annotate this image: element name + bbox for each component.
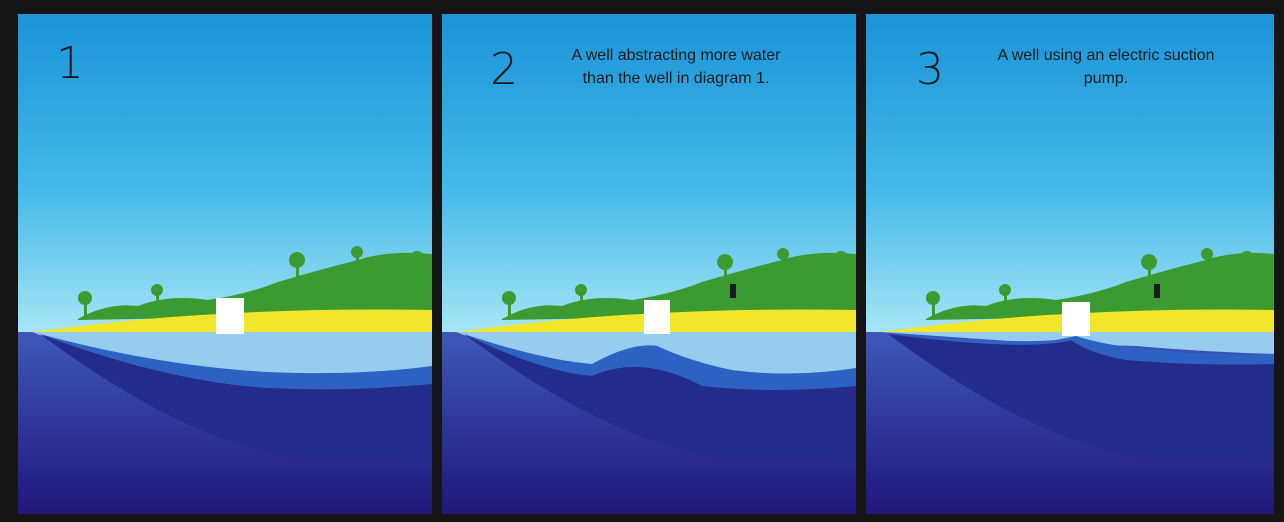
palm-trees	[926, 248, 1254, 320]
caption-line-2: than the well in diagram 1.	[582, 70, 770, 87]
island-vegetation	[926, 252, 1274, 320]
island-vegetation	[502, 252, 856, 320]
water-table	[888, 334, 1274, 366]
fresh-water-lens	[888, 334, 1274, 462]
fresh-water-lens	[464, 334, 856, 462]
well	[644, 300, 670, 334]
caption-line-1: A well using an electric suction	[997, 47, 1215, 64]
palm-trees	[78, 246, 424, 320]
well	[216, 298, 244, 334]
pump-post	[730, 284, 736, 298]
panel-2: 2 A well abstracting more water than the…	[442, 14, 856, 514]
fresh-water-lens	[40, 334, 432, 462]
panel-3: 3 A well using an electric suction pump.	[866, 14, 1274, 514]
palm-trees	[502, 248, 848, 320]
well	[1062, 302, 1090, 336]
panel-caption: A well abstracting more water than the w…	[526, 44, 826, 90]
caption-line-1: A well abstracting more water	[571, 47, 781, 64]
panel-caption: A well using an electric suction pump.	[946, 44, 1266, 90]
panel-number: 2	[490, 44, 518, 95]
pump-post	[1154, 284, 1160, 298]
panel-3-scene	[866, 14, 1274, 514]
island-vegetation	[78, 252, 432, 320]
panel-number: 3	[916, 44, 944, 95]
water-table	[40, 334, 432, 391]
water-table	[464, 334, 856, 393]
panel-2-scene	[442, 14, 856, 514]
panel-1-scene	[18, 14, 432, 514]
panel-number: 1	[56, 38, 84, 89]
caption-line-2: pump.	[1083, 70, 1129, 87]
panel-1: 1	[18, 14, 432, 514]
